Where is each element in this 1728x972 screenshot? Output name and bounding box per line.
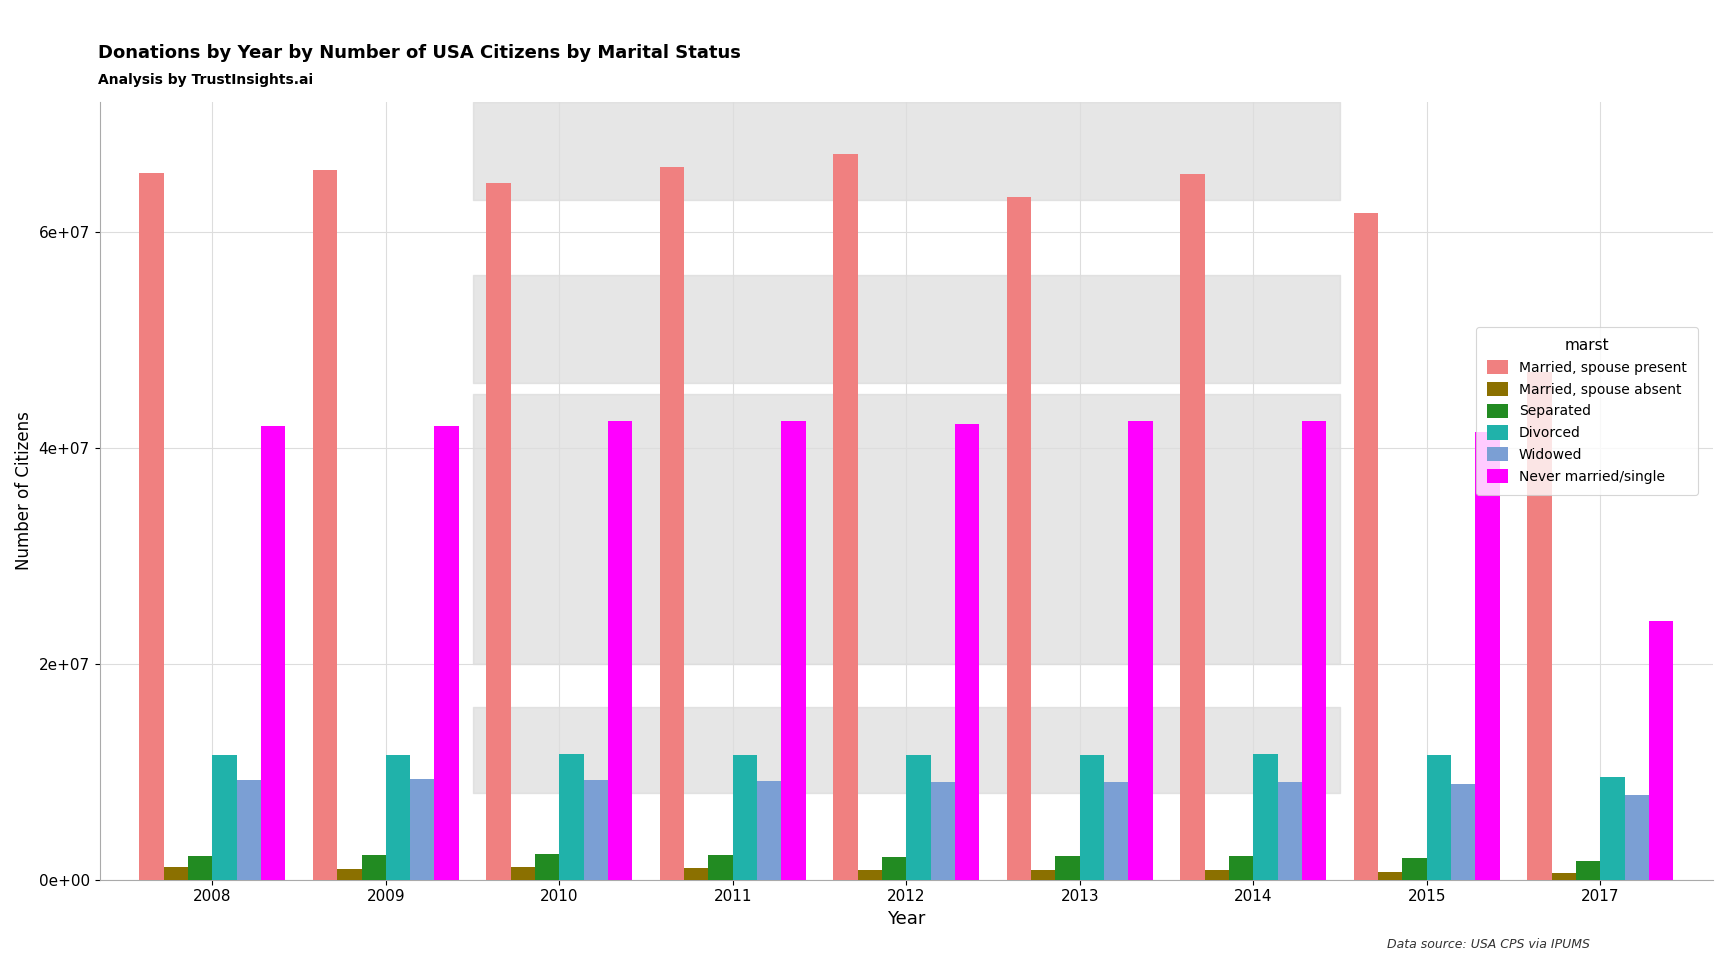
Y-axis label: Number of Citizens: Number of Citizens bbox=[16, 411, 33, 571]
Bar bbox=[1476, 432, 1500, 880]
Text: Analysis by TrustInsights.ai: Analysis by TrustInsights.ai bbox=[98, 73, 313, 87]
Bar bbox=[833, 155, 857, 880]
Bar bbox=[385, 755, 410, 880]
Bar bbox=[486, 184, 511, 880]
Bar bbox=[1301, 421, 1325, 880]
Bar bbox=[660, 167, 684, 880]
Bar bbox=[1007, 197, 1032, 880]
Bar bbox=[584, 781, 608, 880]
Bar bbox=[1104, 782, 1128, 880]
Bar bbox=[1624, 795, 1649, 880]
Bar bbox=[511, 867, 536, 880]
Bar bbox=[536, 853, 560, 880]
Bar bbox=[434, 427, 458, 880]
Bar bbox=[1353, 213, 1379, 880]
Bar bbox=[1600, 777, 1624, 880]
Bar bbox=[1032, 870, 1056, 880]
Bar bbox=[905, 755, 931, 880]
Bar bbox=[560, 754, 584, 880]
Text: Data source: USA CPS via IPUMS: Data source: USA CPS via IPUMS bbox=[1388, 938, 1590, 951]
Legend: Married, spouse present, Married, spouse absent, Separated, Divorced, Widowed, N: Married, spouse present, Married, spouse… bbox=[1476, 327, 1699, 495]
Bar bbox=[1528, 372, 1552, 880]
Bar bbox=[1253, 754, 1277, 880]
Bar bbox=[1649, 620, 1673, 880]
Bar bbox=[1180, 174, 1204, 880]
X-axis label: Year: Year bbox=[886, 910, 926, 928]
Bar bbox=[781, 421, 805, 880]
Bar bbox=[931, 782, 956, 880]
Bar bbox=[337, 869, 361, 880]
Bar bbox=[684, 868, 708, 880]
Bar bbox=[140, 173, 164, 880]
Bar bbox=[1576, 861, 1600, 880]
Bar bbox=[1056, 855, 1080, 880]
Bar bbox=[1204, 870, 1229, 880]
Bar bbox=[733, 755, 757, 880]
Bar bbox=[1080, 755, 1104, 880]
Bar bbox=[757, 781, 781, 880]
Bar bbox=[361, 854, 385, 880]
Bar bbox=[410, 780, 434, 880]
Bar bbox=[1229, 855, 1253, 880]
Bar bbox=[708, 854, 733, 880]
Bar bbox=[1403, 858, 1427, 880]
Text: Donations by Year by Number of USA Citizens by Marital Status: Donations by Year by Number of USA Citiz… bbox=[98, 44, 741, 62]
Bar bbox=[1452, 783, 1476, 880]
Bar bbox=[313, 170, 337, 880]
Bar bbox=[608, 421, 632, 880]
Bar bbox=[261, 427, 285, 880]
Bar bbox=[1277, 782, 1301, 880]
Bar bbox=[188, 855, 213, 880]
Bar bbox=[1427, 755, 1452, 880]
Bar bbox=[1552, 873, 1576, 880]
Bar bbox=[956, 424, 980, 880]
Bar bbox=[164, 867, 188, 880]
Bar bbox=[857, 870, 881, 880]
Bar bbox=[1379, 872, 1403, 880]
Bar bbox=[881, 857, 905, 880]
Bar bbox=[213, 755, 237, 880]
Bar bbox=[1128, 421, 1153, 880]
Bar bbox=[237, 781, 261, 880]
